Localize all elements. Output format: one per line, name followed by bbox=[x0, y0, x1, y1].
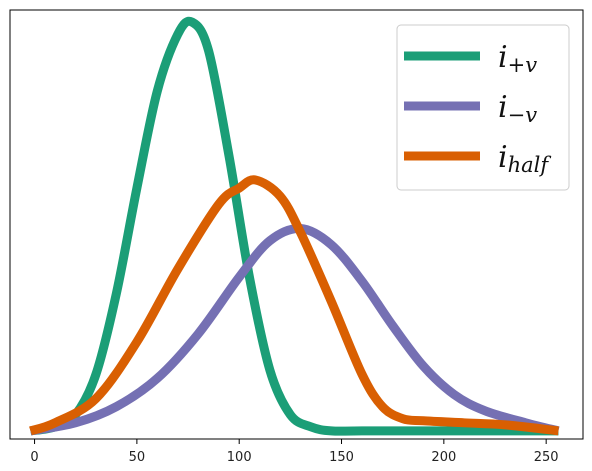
legend-box bbox=[396, 24, 570, 191]
series-line-1 bbox=[29, 16, 559, 436]
series-layer bbox=[29, 16, 560, 436]
x-tick-label: 200 bbox=[431, 450, 456, 465]
x-tick-label: 150 bbox=[329, 450, 354, 465]
series-line-3 bbox=[29, 175, 559, 436]
legend-label-1: i+v bbox=[498, 40, 537, 77]
legend-label-3: ihalf bbox=[498, 140, 551, 177]
plot-frame bbox=[9, 9, 584, 440]
x-tick-label: 0 bbox=[30, 450, 38, 465]
x-tick-label: 250 bbox=[534, 450, 559, 465]
legend: i+v i−v ihalf bbox=[396, 24, 570, 191]
legend-label-2: i−v bbox=[498, 90, 537, 127]
x-axis: 0 50 100 150 200 250 bbox=[30, 439, 559, 465]
x-tick-label: 50 bbox=[129, 450, 146, 465]
x-tick-label: 100 bbox=[227, 450, 252, 465]
series-line-2 bbox=[29, 224, 560, 436]
